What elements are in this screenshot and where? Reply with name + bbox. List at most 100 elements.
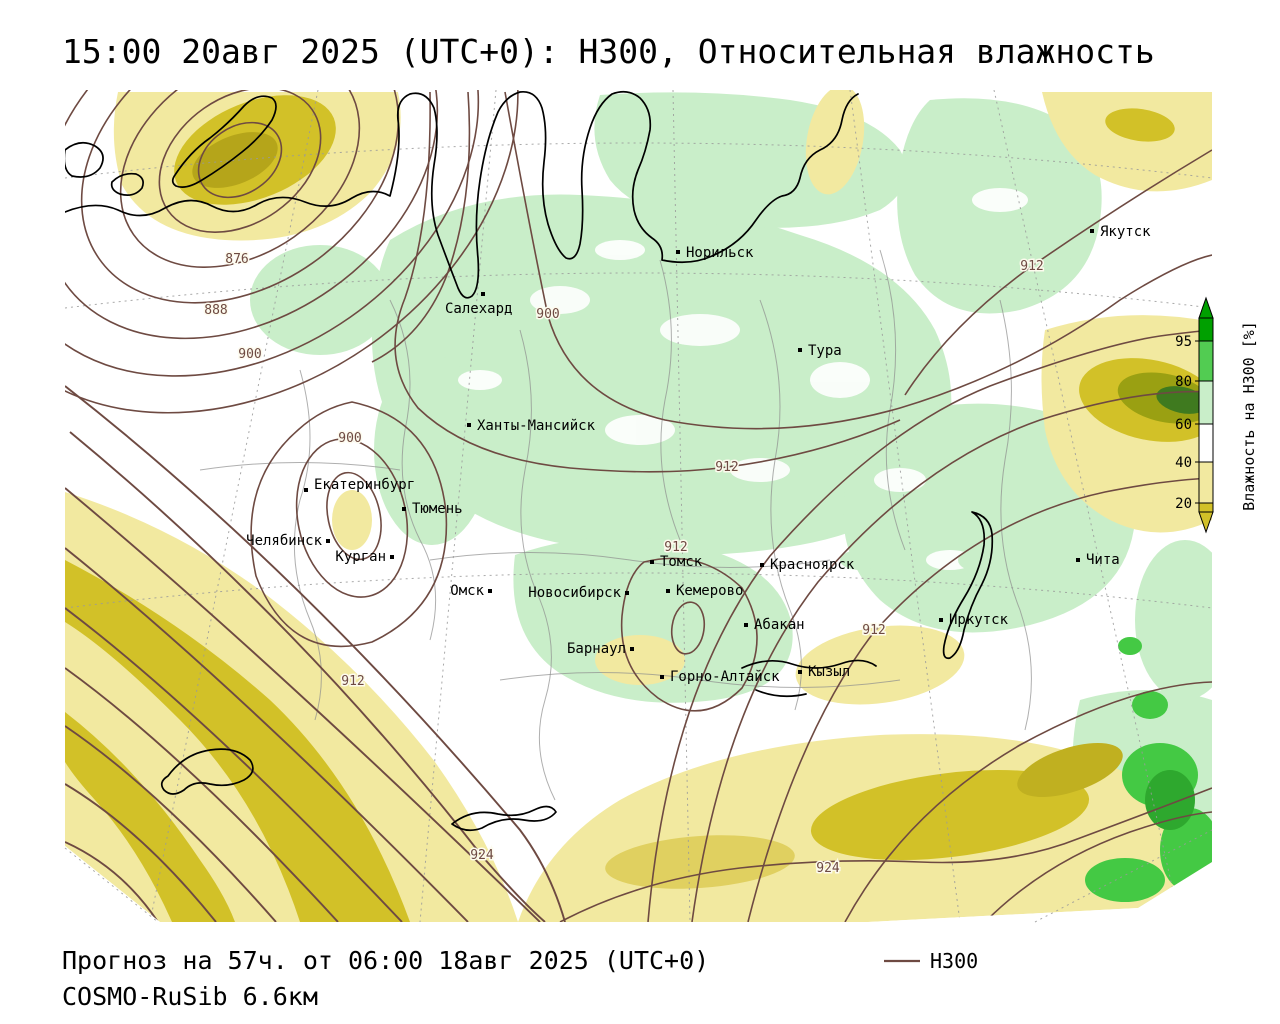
shade-green-north — [371, 194, 952, 555]
city-marker — [939, 618, 943, 622]
page-title: 15:00 20авг 2025 (UTC+0): H300, Относите… — [62, 32, 1155, 71]
legend: H300 — [884, 949, 978, 973]
shade-olive-swath1 — [65, 560, 410, 922]
city-label: Курган — [335, 549, 386, 565]
city-label: Новосибирск — [528, 585, 621, 601]
river-bottom-center — [451, 805, 557, 832]
colorbar-segment — [1199, 341, 1213, 381]
contour-layer — [65, 90, 1212, 922]
forecast-info: Прогноз на 57ч. от 06:00 18авг 2025 (UTC… — [62, 946, 710, 975]
city-marker — [798, 670, 802, 674]
border-sayan-1 — [741, 659, 877, 669]
city-marker — [488, 589, 492, 593]
city-label: Горно-Алтайск — [670, 669, 780, 685]
city-marker — [481, 292, 485, 296]
contour-label: 900 — [338, 431, 361, 446]
city-label: Абакан — [754, 617, 805, 633]
humidity-shading-layer — [65, 90, 1212, 922]
colorbar-segment — [1199, 381, 1213, 424]
shade-brightgreen-5 — [1118, 637, 1142, 655]
legend-label: H300 — [930, 949, 978, 973]
city-marker — [1090, 229, 1094, 233]
colorbar-tick-label: 80 — [1175, 374, 1192, 390]
contour-label: 924 — [816, 861, 840, 876]
city-marker — [304, 488, 308, 492]
colorbar: 95 80 60 40 20 — [1175, 296, 1214, 534]
colorbar-segment — [1199, 318, 1213, 341]
city-marker — [326, 539, 330, 543]
shade-brightgreen-3 — [1085, 858, 1165, 902]
city-marker — [798, 348, 802, 352]
city-label: Норильск — [686, 245, 754, 261]
colorbar-tick-label: 40 — [1175, 455, 1192, 471]
shade-green-south — [513, 537, 793, 703]
contour-label: 888 — [204, 303, 227, 318]
city-label: Екатеринбург — [314, 477, 415, 493]
contour-label: 912 — [715, 460, 738, 475]
colorbar-tick-label: 95 — [1175, 334, 1192, 350]
city-label: Чита — [1086, 552, 1120, 568]
colorbar-arrow-up — [1198, 296, 1214, 319]
colorbar-segment — [1199, 462, 1213, 503]
city-label: Тюмень — [412, 501, 463, 517]
border-sayan-2 — [755, 689, 807, 698]
coastline-layer — [65, 90, 994, 832]
colorbar-arrow-down — [1198, 511, 1214, 534]
contour-label: 924 — [470, 848, 494, 863]
shade-brightgreen-4 — [1132, 691, 1168, 719]
city-marker — [666, 589, 670, 593]
contour-label: 912 — [664, 540, 687, 555]
lake-southwest — [160, 748, 254, 795]
shade-olive-bottom2 — [1017, 743, 1123, 797]
city-marker — [660, 675, 664, 679]
shade-green-fareast — [1135, 540, 1212, 700]
lake-baikal — [942, 511, 994, 660]
contour-label: 912 — [1020, 259, 1043, 274]
white-speckles — [458, 188, 1028, 570]
colorbar-segment — [1199, 503, 1213, 512]
city-marker — [390, 555, 394, 559]
city-marker — [676, 250, 680, 254]
city-label: Ханты-Мансийск — [477, 418, 596, 434]
shade-green-upperleft — [250, 245, 390, 355]
arctic-coastline — [65, 90, 859, 299]
city-marker — [760, 563, 764, 567]
contour-label: 900 — [238, 347, 261, 362]
city-marker — [625, 591, 629, 595]
city-label: Тура — [808, 343, 842, 359]
island-small — [110, 172, 144, 196]
city-label: Красноярск — [770, 557, 855, 573]
city-label: Омск — [450, 583, 484, 599]
colorbar-tick-label: 20 — [1175, 496, 1192, 512]
city-label: Кемерово — [676, 583, 743, 599]
colorbar-tick-label: 60 — [1175, 417, 1192, 433]
shade-yellow-topcenter — [805, 90, 865, 195]
city-marker — [402, 507, 406, 511]
domain-corner-sw — [64, 847, 159, 923]
contour-label: 912 — [341, 674, 364, 689]
model-info: COSMO-RuSib 6.6км — [62, 982, 318, 1011]
contour-label: 912 — [862, 623, 885, 638]
city-marker — [630, 647, 634, 651]
shade-olive-topright — [1105, 108, 1175, 142]
colorbar-title: Влажность на H300 [%] — [1240, 321, 1258, 511]
city-label: Челябинск — [246, 533, 322, 549]
shade-deepgreen-1 — [1145, 770, 1195, 830]
city-marker — [650, 560, 654, 564]
shade-yellow-swath — [65, 492, 518, 922]
contour-label: 900 — [536, 307, 559, 322]
contour-labels-layer: 876 888 900 900 900 912 912 912 912 912 924 924 — [203, 251, 1045, 878]
city-marker — [1076, 558, 1080, 562]
shade-yellow-low — [332, 490, 372, 550]
shade-olive-core — [192, 132, 278, 188]
white-sea-coast — [65, 141, 104, 178]
city-label: Иркутск — [949, 612, 1009, 628]
contour-label: 876 — [225, 252, 248, 267]
city-label: Барнаул — [567, 641, 626, 657]
island-novaya-zemlya — [171, 95, 277, 188]
city-label: Якутск — [1100, 224, 1151, 240]
city-marker — [744, 623, 748, 627]
city-label: Кызыл — [808, 664, 850, 680]
shade-yellow-center — [795, 625, 965, 705]
